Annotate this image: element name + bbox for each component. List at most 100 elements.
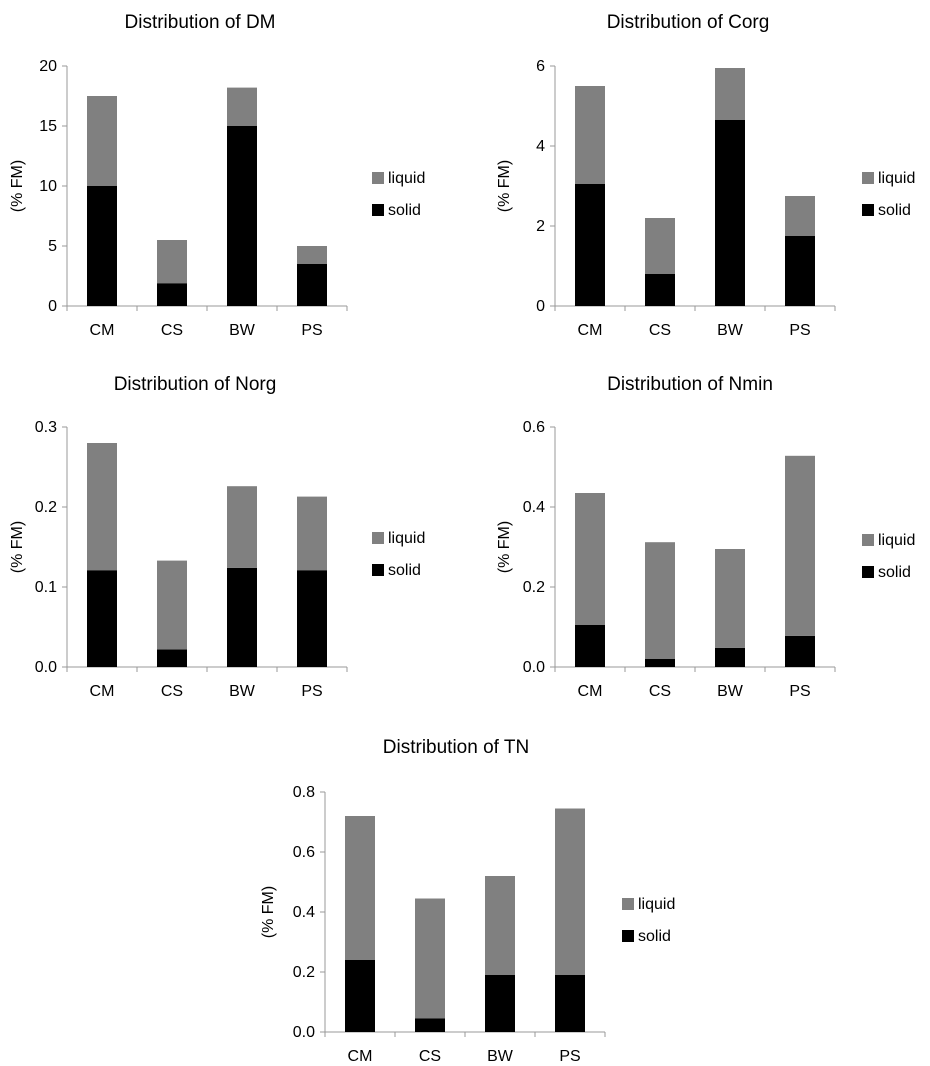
y-tick-label: 20 [39,58,57,75]
y-tick-label: 0.3 [35,419,57,436]
legend-label-solid: solid [388,562,421,579]
legend-label-solid: solid [638,928,671,945]
y-axis-label: (% FM) [260,886,277,938]
x-tick-label: BW [229,683,256,700]
y-tick-label: 4 [536,138,545,155]
legend-label-solid: solid [878,202,911,219]
bar-liquid-cm [87,96,117,186]
chart-title: Distribution of Corg [607,12,770,33]
y-tick-label: 0.2 [523,579,545,596]
legend-swatch-liquid [862,534,874,546]
bar-solid-ps [785,635,815,667]
y-axis-label: (% FM) [9,160,26,212]
y-tick-label: 0.4 [293,904,315,921]
x-tick-label: CM [578,322,603,339]
chart-title: Distribution of TN [383,737,529,758]
bar-solid-ps [297,570,327,667]
bar-liquid-ps [297,246,327,264]
y-tick-label: 15 [39,118,57,135]
chart-panel-2: Distribution of Corg (% FM) 0 2 4 6 CM CS BW PS li… [496,12,915,339]
bar-solid-cm [575,184,605,306]
y-tick-label: 0.0 [523,659,545,676]
legend-swatch-solid [622,930,634,942]
y-tick-label: 0.0 [293,1024,315,1041]
legend-label-solid: solid [388,202,421,219]
legend-swatch-solid [862,566,874,578]
y-tick-label: 0.2 [293,964,315,981]
y-axis-label: (% FM) [9,521,26,573]
bar-liquid-cm [345,816,375,960]
y-tick-label: 0.0 [35,659,57,676]
x-tick-label: PS [301,322,322,339]
chart-title: Distribution of Norg [114,374,277,395]
x-tick-label: CM [578,683,603,700]
legend-swatch-liquid [622,898,634,910]
x-tick-label: PS [301,683,322,700]
x-tick-label: CS [649,683,671,700]
x-tick-label: CS [161,683,183,700]
y-tick-label: 5 [48,238,57,255]
y-tick-label: 0.6 [293,844,315,861]
legend-swatch-liquid [862,172,874,184]
x-tick-label: PS [789,683,810,700]
x-tick-label: PS [789,322,810,339]
bar-solid-ps [555,975,585,1032]
chart-panel-3: Distribution of Norg (% FM) 0.0 0.1 0.2 0.3 CM… [9,374,425,700]
y-axis-label: (% FM) [496,521,513,573]
legend-label-liquid: liquid [878,170,915,187]
y-tick-label: 6 [536,58,545,75]
y-tick-label: 0.6 [523,419,545,436]
bar-solid-cm [87,186,117,306]
y-axis-label: (% FM) [496,160,513,212]
bar-liquid-cm [87,443,117,571]
chart-panel-5: Distribution of TN (% FM) 0.0 0.2 0.4 0.6 0.8 C… [260,737,675,1065]
chart-title: Distribution of DM [125,12,276,33]
bar-liquid-cm [575,493,605,625]
bar-liquid-bw [715,549,745,648]
bar-liquid-ps [297,496,327,571]
x-tick-label: BW [229,322,256,339]
y-tick-label: 0.8 [293,784,315,801]
bar-solid-bw [715,647,745,667]
y-tick-label: 0.2 [35,499,57,516]
bar-solid-cm [87,570,117,667]
bar-solid-cs [415,1018,445,1032]
bar-solid-ps [785,236,815,306]
legend-label-liquid: liquid [878,532,915,549]
bar-solid-cm [345,960,375,1032]
y-tick-label: 10 [39,178,57,195]
bar-solid-bw [485,975,515,1032]
x-tick-label: PS [559,1048,580,1065]
bar-solid-cs [645,659,675,667]
x-tick-label: CM [348,1048,373,1065]
bar-solid-bw [715,120,745,306]
bar-liquid-ps [555,808,585,975]
bar-liquid-bw [227,486,257,568]
bar-liquid-cs [415,898,445,1019]
x-tick-label: CS [649,322,671,339]
bar-liquid-bw [485,876,515,975]
chart-panel-4: Distribution of Nmin (% FM) 0.0 0.2 0.4 0.6 CM… [496,374,915,700]
x-tick-label: BW [717,683,744,700]
bar-solid-ps [297,264,327,306]
x-tick-label: BW [717,322,744,339]
bar-liquid-bw [227,87,257,126]
bar-liquid-cs [157,240,187,284]
bar-liquid-ps [785,196,815,236]
legend-label-solid: solid [878,564,911,581]
x-tick-label: CS [419,1048,441,1065]
chart-title: Distribution of Nmin [607,374,773,395]
bar-liquid-cm [575,86,605,184]
legend-label-liquid: liquid [388,170,425,187]
x-tick-label: BW [487,1048,514,1065]
y-tick-label: 0.4 [523,499,545,516]
bar-solid-cs [645,274,675,306]
y-tick-label: 2 [536,218,545,235]
y-tick-label: 0 [48,298,57,315]
legend-label-liquid: liquid [638,896,675,913]
x-tick-label: CS [161,322,183,339]
x-tick-label: CM [90,683,115,700]
y-tick-label: 0.1 [35,579,57,596]
legend-swatch-solid [862,204,874,216]
